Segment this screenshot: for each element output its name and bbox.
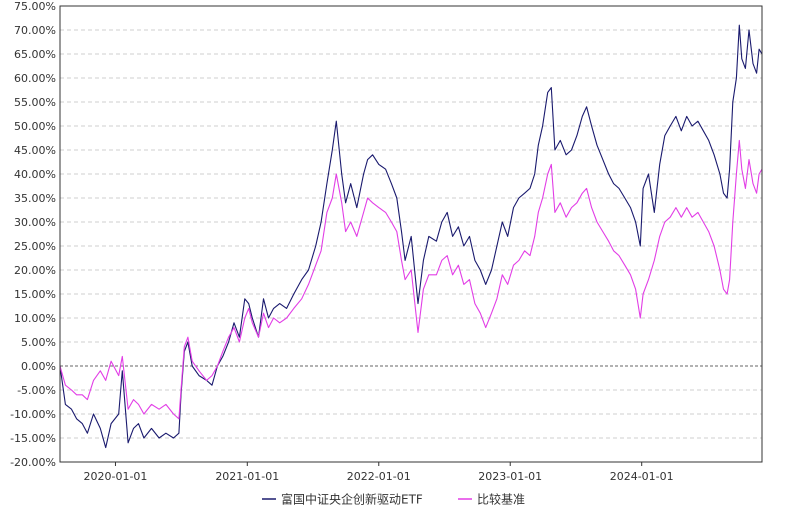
y-tick-label: 0.00%	[21, 360, 56, 373]
x-tick-label: 2020-01-01	[83, 470, 147, 483]
y-tick-label: 50.00%	[14, 120, 56, 133]
gridlines	[60, 29, 762, 463]
x-tick-label: 2024-01-01	[610, 470, 674, 483]
series-line-etf	[59, 24, 763, 449]
x-tick-label: 2023-01-01	[478, 470, 542, 483]
series-lines	[59, 24, 763, 449]
y-tick-label: 25.00%	[14, 240, 56, 253]
y-tick-label: 20.00%	[14, 264, 56, 277]
x-tick-label: 2021-01-01	[215, 470, 279, 483]
y-tick-label: -5.00%	[17, 384, 56, 397]
legend-label-etf: 富国中证央企创新驱动ETF	[281, 492, 423, 507]
y-tick-label: 60.00%	[14, 72, 56, 85]
y-tick-label: -15.00%	[10, 432, 56, 445]
y-tick-label: 45.00%	[14, 144, 56, 157]
axes	[59, 5, 763, 466]
y-tick-label: 15.00%	[14, 288, 56, 301]
y-tick-label: -20.00%	[10, 456, 56, 469]
x-tick-label: 2022-01-01	[347, 470, 411, 483]
y-tick-label: 75.00%	[14, 0, 56, 13]
series-line-benchmark	[59, 139, 763, 420]
y-tick-label: 5.00%	[21, 336, 56, 349]
y-tick-label: 10.00%	[14, 312, 56, 325]
y-tick-label: 30.00%	[14, 216, 56, 229]
plot-area	[60, 6, 762, 462]
y-tick-label: 70.00%	[14, 24, 56, 37]
x-axis-tick-labels: 2020-01-01 2021-01-01 2022-01-01 2023-01-01…	[83, 470, 673, 483]
y-axis-tick-labels: -20.00% -15.00% -10.00% -5.00% 0.00% 5.00% 10.…	[10, 0, 56, 469]
legend-label-benchmark: 比较基准	[477, 492, 525, 507]
y-tick-label: 35.00%	[14, 192, 56, 205]
legend: 富国中证央企创新驱动ETF 比较基准	[262, 492, 525, 507]
y-tick-label: 65.00%	[14, 48, 56, 61]
plot-border	[59, 5, 763, 463]
y-tick-label: -10.00%	[10, 408, 56, 421]
y-tick-label: 55.00%	[14, 96, 56, 109]
y-tick-label: 40.00%	[14, 168, 56, 181]
